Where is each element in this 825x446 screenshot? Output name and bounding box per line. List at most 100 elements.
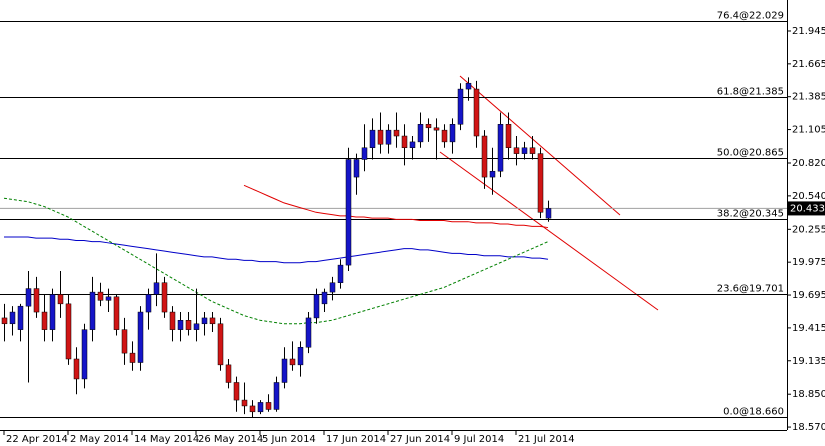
candle-body	[457, 88, 464, 125]
candle-body	[217, 323, 224, 366]
y-tick-label: 21.105	[792, 125, 825, 136]
candle-body	[473, 88, 480, 137]
candle-body	[241, 399, 248, 407]
candle-body	[425, 124, 432, 129]
candle-body	[321, 291, 328, 305]
candle-body	[481, 135, 488, 178]
y-tick-label: 19.135	[792, 356, 825, 367]
candle-body	[345, 159, 352, 266]
candle-body	[273, 382, 280, 410]
level-label: 61.8@21.385	[717, 87, 784, 98]
candle-body	[1, 317, 8, 325]
level-label: 0.0@18.660	[723, 407, 784, 418]
y-tick-label: 21.385	[792, 92, 825, 103]
x-tick-label: 21 Jul 2014	[518, 434, 575, 445]
candle-body	[297, 347, 304, 366]
candle-body	[161, 282, 168, 313]
last-price-label: 20.433	[790, 203, 825, 214]
moving-average	[4, 236, 549, 264]
candle-body	[385, 129, 392, 145]
candle-body	[177, 320, 184, 330]
x-tick-label: 26 May 2014	[198, 434, 263, 445]
candle-body	[521, 147, 528, 154]
x-tick-label: 5 Jun 2014	[262, 434, 316, 445]
level-label: 76.4@22.029	[717, 11, 784, 22]
candle-body	[257, 402, 264, 413]
moving-average	[243, 184, 549, 229]
candle-body	[537, 153, 544, 213]
y-tick-label: 19.695	[792, 290, 825, 301]
y-tick-label: 20.540	[792, 191, 825, 202]
y-tick-label: 20.820	[792, 158, 825, 169]
candle-body	[17, 305, 24, 330]
candle-body	[369, 129, 376, 149]
candle-body	[201, 317, 208, 325]
candle-body	[49, 294, 56, 330]
candle-body	[185, 320, 192, 330]
candle-body	[233, 382, 240, 401]
candle-body	[265, 402, 272, 410]
trend-line	[459, 75, 621, 216]
x-tick-label: 22 Apr 2014	[6, 434, 68, 445]
x-tick-label: 17 Jun 2014	[326, 434, 386, 445]
candle-body	[145, 294, 152, 313]
candle-body	[313, 294, 320, 319]
last-price-box	[788, 201, 825, 216]
candle-body	[433, 127, 440, 131]
candle-body	[33, 288, 40, 313]
candle-body	[105, 296, 112, 301]
candle-body	[353, 159, 360, 178]
candle-body	[409, 141, 416, 149]
x-tick-label: 9 Jul 2014	[454, 434, 504, 445]
moving-average	[3, 197, 549, 325]
candle-body	[65, 303, 72, 360]
candle-body	[25, 288, 32, 307]
y-tick-label: 21.665	[792, 59, 825, 70]
candle-body	[281, 358, 288, 383]
candle-body	[209, 317, 216, 325]
level-label: 38.2@20.345	[717, 209, 784, 220]
candle-body	[249, 405, 256, 413]
candle-body	[489, 170, 496, 178]
candle-body	[129, 352, 136, 363]
candle-body	[417, 124, 424, 143]
x-tick-label: 14 May 2014	[134, 434, 199, 445]
candle-body	[441, 129, 448, 143]
candle-body	[121, 329, 128, 354]
candle-body	[545, 208, 552, 219]
level-label: 23.6@19.701	[717, 284, 784, 295]
level-label: 50.0@20.865	[717, 148, 784, 159]
y-tick-label: 19.415	[792, 323, 825, 334]
candle-body	[41, 311, 48, 330]
candle-body	[529, 147, 536, 154]
candle-body	[81, 329, 88, 380]
candle-body	[169, 311, 176, 330]
candle-body	[193, 323, 200, 330]
candle-body	[361, 147, 368, 160]
candle-body	[289, 358, 296, 366]
candle-body	[89, 291, 96, 330]
candle-body	[73, 358, 80, 380]
candle-body	[153, 282, 160, 295]
x-tick-label: 2 May 2014	[70, 434, 129, 445]
candle-body	[137, 311, 144, 363]
candle-body	[401, 135, 408, 149]
y-tick-label: 20.255	[792, 224, 825, 235]
candle-body	[225, 364, 232, 383]
candle-body	[377, 129, 384, 145]
candle-body	[9, 311, 16, 325]
candle-body	[513, 147, 520, 154]
y-tick-label: 19.975	[792, 257, 825, 268]
y-tick-label: 18.570	[792, 422, 825, 433]
candle-body	[337, 264, 344, 283]
trend-line	[439, 151, 659, 311]
y-tick-label: 18.850	[792, 389, 825, 400]
candle-body	[329, 282, 336, 293]
candle-body	[505, 124, 512, 149]
y-tick-label: 21.945	[792, 26, 825, 37]
candle-body	[57, 294, 64, 305]
candle-body	[497, 124, 504, 172]
candle-body	[305, 317, 312, 348]
